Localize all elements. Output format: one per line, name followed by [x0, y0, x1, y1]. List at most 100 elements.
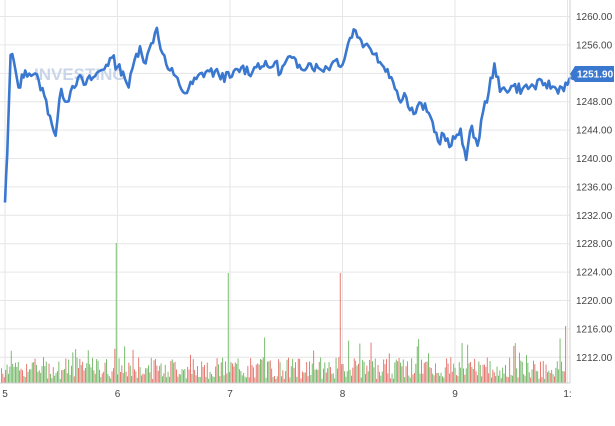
volume-bar — [240, 371, 242, 383]
volume-bar — [258, 364, 260, 383]
volume-bar — [264, 337, 266, 383]
volume-bar — [148, 365, 149, 383]
volume-bar — [317, 369, 319, 383]
volume-bar — [198, 376, 200, 383]
volume-bar — [166, 377, 168, 383]
volume-bar — [416, 346, 418, 383]
volume-bar — [30, 369, 32, 383]
volume-bar — [457, 376, 459, 383]
volume-bar — [492, 369, 494, 383]
volume-bar — [101, 373, 103, 383]
volume-bar — [491, 377, 492, 383]
price-line — [3, 26, 581, 203]
volume-bar — [216, 358, 218, 383]
volume-bar — [226, 373, 228, 383]
volume-bar — [52, 367, 54, 383]
y-tick-label: 1212.00 — [576, 353, 613, 364]
volume-bar — [27, 371, 29, 383]
volume-bar — [85, 367, 86, 383]
volume-bar — [349, 369, 351, 383]
volume-bar — [292, 358, 294, 383]
volume-bar — [90, 367, 92, 383]
x-axis: 5 6 7 8 9 1: — [0, 382, 572, 400]
volume-bar — [138, 357, 140, 383]
volume-bar — [397, 361, 399, 383]
volume-bar — [150, 357, 152, 383]
volume-bar — [334, 378, 336, 383]
volume-bar — [394, 362, 396, 383]
volume-bar — [386, 359, 387, 383]
y-tick-label: 1248.00 — [576, 97, 613, 108]
volume-bar — [250, 358, 252, 383]
volume-bar — [43, 357, 44, 383]
volume-bar — [503, 373, 505, 383]
volume-bar — [461, 343, 463, 383]
volume-bar — [183, 370, 184, 383]
volume-bar — [260, 359, 261, 383]
volume-bar — [275, 378, 277, 383]
volume-bar — [246, 377, 247, 383]
volume-bar — [73, 376, 75, 383]
volume-bar — [306, 362, 308, 383]
volume-bar — [2, 373, 4, 383]
volume-bar — [290, 366, 292, 383]
volume-bar — [124, 346, 126, 383]
volume-bar — [103, 371, 105, 383]
volume-bar — [307, 376, 309, 383]
volume-bar — [444, 367, 446, 383]
volume-bar — [15, 362, 16, 383]
volume-bar — [244, 376, 246, 383]
volume-bar — [288, 357, 289, 383]
y-tick-label: 1224.00 — [576, 268, 613, 279]
volume-bar — [519, 352, 520, 383]
volume-bar — [300, 378, 302, 383]
volume-bar — [496, 366, 498, 383]
volume-bar — [34, 358, 36, 383]
volume-bar — [433, 375, 435, 383]
volume-bar — [45, 361, 47, 383]
volume-bar — [293, 367, 295, 383]
volume-bar — [185, 378, 187, 383]
volume-bar — [167, 371, 169, 383]
volume-bar — [401, 366, 403, 383]
volume-bar — [471, 366, 473, 383]
volume-bar — [128, 362, 130, 383]
volume-bar — [453, 363, 455, 383]
volume-bar — [146, 368, 148, 383]
grid — [0, 0, 570, 383]
volume-bar — [178, 374, 180, 383]
volume-bar — [194, 369, 196, 383]
volume-bar — [16, 366, 18, 383]
volume-bar — [514, 343, 516, 383]
volume-bar — [318, 361, 320, 383]
volume-bar — [498, 375, 499, 383]
volume-bar — [346, 371, 348, 383]
volume-bar — [510, 374, 512, 383]
volume-bar — [233, 366, 235, 383]
volume-bar — [474, 358, 476, 383]
volume-bar — [423, 362, 425, 383]
volume-bar — [405, 366, 407, 383]
volume-bar — [362, 359, 364, 383]
volume-bar — [387, 373, 389, 383]
volume-bar — [530, 377, 532, 383]
x-tick-label: 5 — [2, 389, 8, 400]
volume-bar — [55, 372, 57, 383]
volume-bar — [330, 367, 331, 383]
volume-bar — [257, 363, 259, 383]
volume-bar — [281, 376, 282, 383]
volume-bar — [136, 377, 138, 383]
volume-bar — [296, 376, 298, 383]
volume-bar — [304, 372, 306, 383]
volume-bar — [456, 374, 457, 383]
volume-bar — [344, 371, 345, 383]
volume-bar — [335, 357, 337, 383]
volume-bar — [507, 377, 509, 383]
volume-bar — [76, 357, 78, 383]
volume-bar — [369, 359, 371, 383]
volume-bar — [565, 326, 567, 383]
volume-bar — [87, 350, 89, 383]
volume-bar — [314, 369, 316, 383]
y-tick-label: 1244.00 — [576, 126, 613, 137]
volume-bar — [562, 371, 564, 383]
